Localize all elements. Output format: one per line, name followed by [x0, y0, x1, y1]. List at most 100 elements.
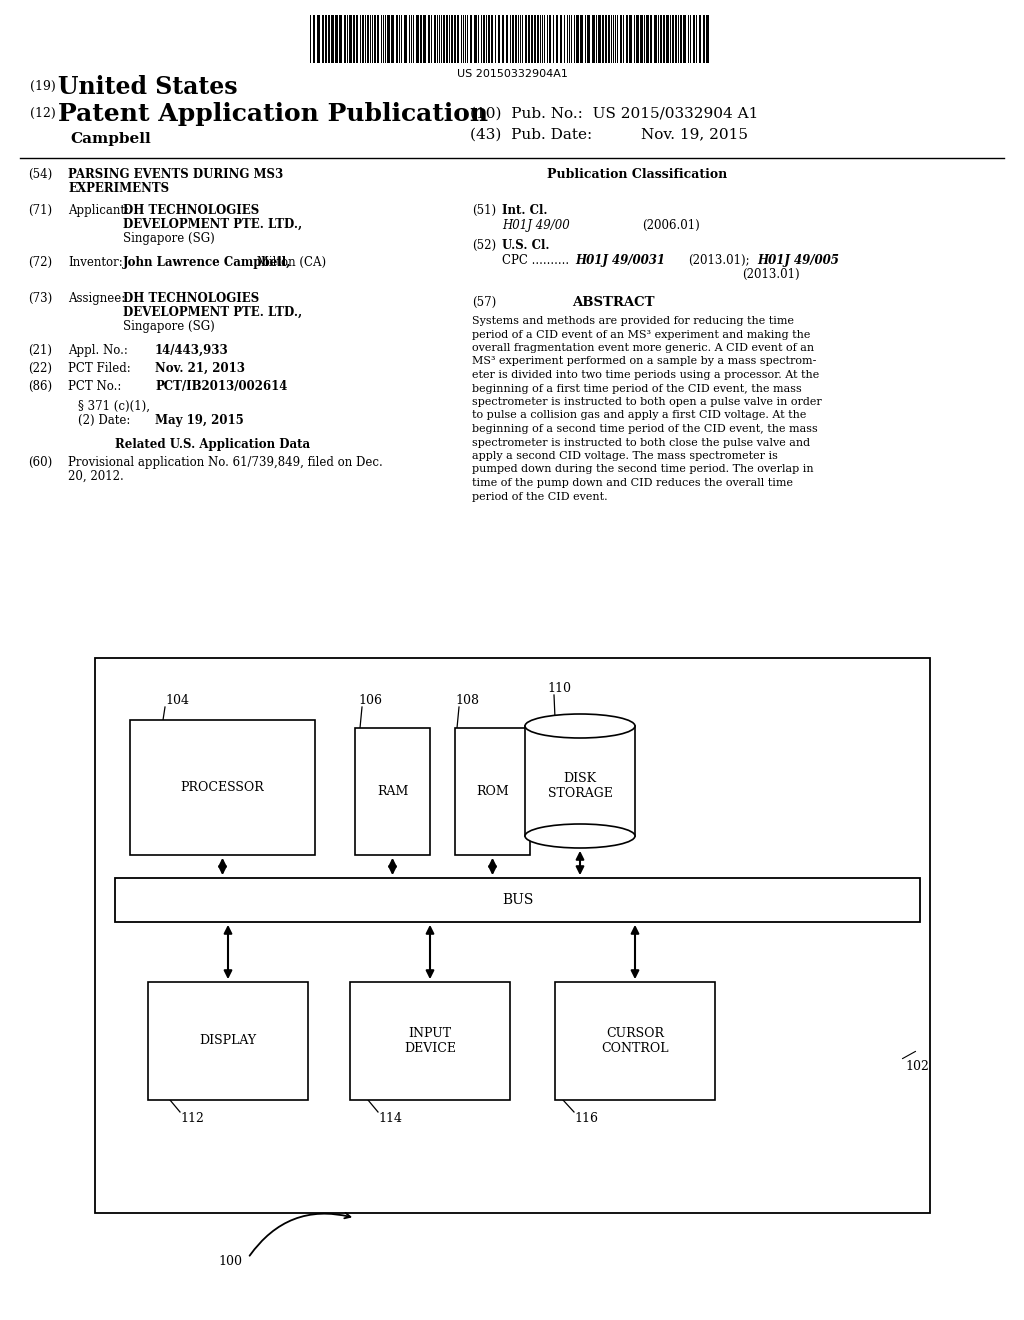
Bar — [420, 15, 422, 63]
Text: Related U.S. Application Data: Related U.S. Application Data — [115, 438, 310, 451]
Text: 116: 116 — [574, 1111, 598, 1125]
Text: PCT/IB2013/002614: PCT/IB2013/002614 — [155, 380, 288, 393]
Bar — [537, 15, 539, 63]
Text: Provisional application No. 61/739,849, filed on Dec.: Provisional application No. 61/739,849, … — [68, 455, 383, 469]
Text: 114: 114 — [378, 1111, 402, 1125]
Bar — [322, 15, 324, 63]
Text: CURSOR
CONTROL: CURSOR CONTROL — [601, 1027, 669, 1055]
Bar — [580, 15, 583, 63]
Text: Publication Classification: Publication Classification — [547, 168, 727, 181]
Text: US 20150332904A1: US 20150332904A1 — [457, 69, 567, 79]
Text: spectrometer is instructed to both open a pulse valve in order: spectrometer is instructed to both open … — [472, 397, 821, 407]
Text: 14/443,933: 14/443,933 — [155, 345, 228, 356]
Text: (52): (52) — [472, 239, 496, 252]
Bar — [428, 15, 430, 63]
Text: beginning of a first time period of the CID event, the mass: beginning of a first time period of the … — [472, 384, 802, 393]
Text: (57): (57) — [472, 296, 497, 309]
Text: DEVELOPMENT PTE. LTD.,: DEVELOPMENT PTE. LTD., — [123, 218, 302, 231]
Text: (73): (73) — [28, 292, 52, 305]
Bar — [672, 15, 674, 63]
Text: May 19, 2015: May 19, 2015 — [155, 414, 244, 426]
Text: John Lawrence Campbell,: John Lawrence Campbell, — [123, 256, 291, 269]
Bar — [605, 15, 607, 63]
Text: 108: 108 — [455, 694, 479, 708]
Bar — [663, 15, 665, 63]
Text: eter is divided into two time periods using a processor. At the: eter is divided into two time periods us… — [472, 370, 819, 380]
Text: Systems and methods are provided for reducing the time: Systems and methods are provided for red… — [472, 315, 794, 326]
Bar — [703, 15, 705, 63]
Text: period of a CID event of an MS³ experiment and making the: period of a CID event of an MS³ experime… — [472, 330, 810, 339]
Text: H01J 49/00: H01J 49/00 — [502, 219, 569, 232]
Bar — [451, 15, 453, 63]
Text: ABSTRACT: ABSTRACT — [572, 296, 654, 309]
Bar — [454, 15, 456, 63]
Bar — [640, 15, 643, 63]
Bar — [350, 982, 510, 1100]
Bar — [620, 15, 622, 63]
Bar — [490, 15, 493, 63]
Text: 102: 102 — [905, 1060, 929, 1073]
Text: INPUT
DEVICE: INPUT DEVICE — [404, 1027, 456, 1055]
Text: Singapore (SG): Singapore (SG) — [123, 319, 215, 333]
Text: H01J 49/005: H01J 49/005 — [757, 253, 839, 267]
Bar — [446, 15, 449, 63]
Bar — [608, 15, 610, 63]
Text: PCT Filed:: PCT Filed: — [68, 362, 131, 375]
Bar — [130, 719, 315, 855]
Text: (22): (22) — [28, 362, 52, 375]
Text: 110: 110 — [547, 682, 571, 696]
Text: (86): (86) — [28, 380, 52, 393]
Text: DISPLAY: DISPLAY — [200, 1035, 257, 1048]
Text: Appl. No.:: Appl. No.: — [68, 345, 128, 356]
Bar — [626, 15, 628, 63]
Text: H01J 49/0031: H01J 49/0031 — [575, 253, 665, 267]
Bar — [148, 982, 308, 1100]
Bar — [575, 15, 579, 63]
Text: DISK
STORAGE: DISK STORAGE — [548, 772, 612, 800]
Bar — [675, 15, 677, 63]
Text: apply a second CID voltage. The mass spectrometer is: apply a second CID voltage. The mass spe… — [472, 451, 778, 461]
Text: Applicant:: Applicant: — [68, 205, 129, 216]
Bar — [457, 15, 459, 63]
Bar — [416, 15, 419, 63]
Text: time of the pump down and CID reduces the overall time: time of the pump down and CID reduces th… — [472, 478, 793, 488]
Text: (71): (71) — [28, 205, 52, 216]
Text: EXPERIMENTS: EXPERIMENTS — [68, 182, 169, 195]
Text: Milton (CA): Milton (CA) — [253, 256, 326, 269]
Bar — [353, 15, 355, 63]
Bar — [650, 15, 652, 63]
Text: overall fragmentation event more generic. A CID event of an: overall fragmentation event more generic… — [472, 343, 814, 352]
Text: (12): (12) — [30, 107, 55, 120]
Bar — [391, 15, 394, 63]
Bar — [706, 15, 709, 63]
Text: ROM: ROM — [476, 785, 509, 799]
Bar — [555, 982, 715, 1100]
Text: (2006.01): (2006.01) — [642, 219, 699, 232]
Text: pumped down during the second time period. The overlap in: pumped down during the second time perio… — [472, 465, 814, 474]
Bar — [488, 15, 490, 63]
Bar — [531, 15, 534, 63]
Text: (51): (51) — [472, 205, 496, 216]
Text: 20, 2012.: 20, 2012. — [68, 470, 124, 483]
Bar — [602, 15, 604, 63]
Text: Int. Cl.: Int. Cl. — [502, 205, 548, 216]
Text: (21): (21) — [28, 345, 52, 356]
Bar — [636, 15, 639, 63]
Bar — [525, 15, 527, 63]
Bar — [534, 15, 536, 63]
Bar — [680, 15, 682, 63]
Text: Inventor:: Inventor: — [68, 256, 123, 269]
Bar — [404, 15, 407, 63]
Text: 100: 100 — [218, 1255, 242, 1269]
Bar — [115, 878, 920, 921]
Bar — [328, 15, 330, 63]
Bar — [556, 15, 558, 63]
Bar — [367, 15, 369, 63]
Bar — [592, 15, 595, 63]
Text: DEVELOPMENT PTE. LTD.,: DEVELOPMENT PTE. LTD., — [123, 306, 302, 319]
Bar — [339, 15, 342, 63]
Bar — [506, 15, 508, 63]
Text: United States: United States — [58, 75, 238, 99]
Bar — [356, 15, 358, 63]
Bar — [355, 729, 430, 855]
